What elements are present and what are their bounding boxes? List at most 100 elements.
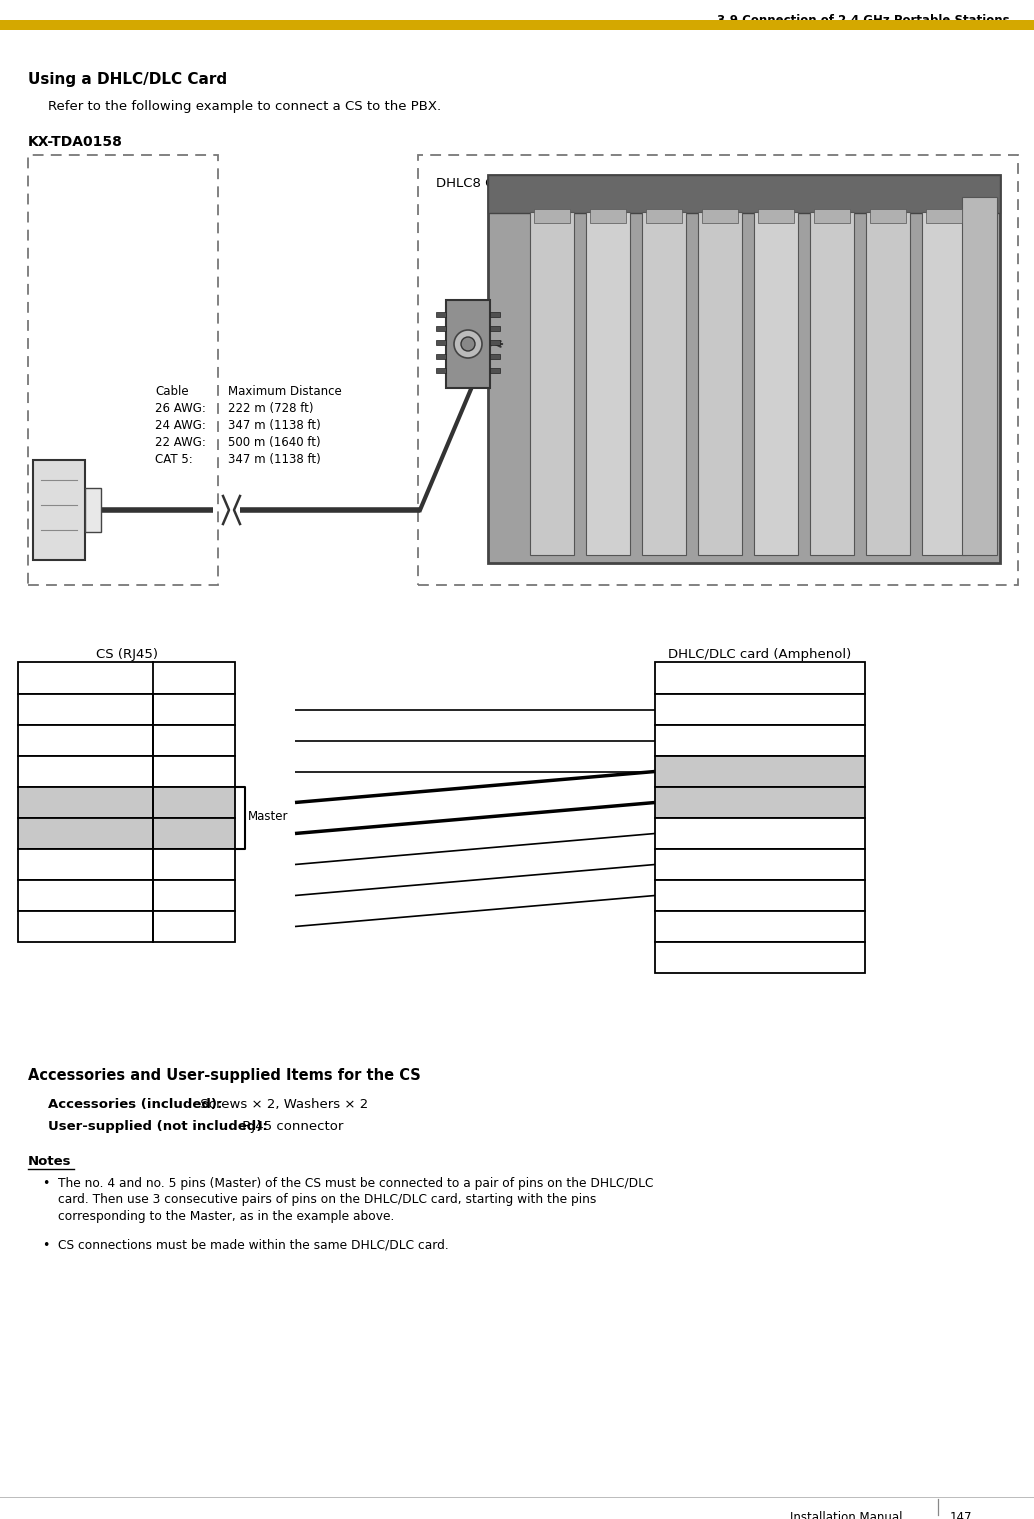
Text: -: - <box>84 889 88 901</box>
Text: User-supplied (not included):: User-supplied (not included): <box>48 1120 268 1133</box>
Text: 6: 6 <box>190 857 197 870</box>
Text: D2E: D2E <box>748 919 772 933</box>
Text: 1: 1 <box>190 702 197 715</box>
Bar <box>18 756 153 787</box>
Text: 2: 2 <box>190 734 197 746</box>
Bar <box>655 756 865 787</box>
Bar <box>534 210 570 223</box>
Text: D2A: D2A <box>71 826 100 838</box>
Text: DHLC/DLC card (Amphenol): DHLC/DLC card (Amphenol) <box>668 649 852 661</box>
Bar <box>18 694 153 725</box>
Text: 3: 3 <box>190 764 197 778</box>
Text: Accessories and User-supplied Items for the CS: Accessories and User-supplied Items for … <box>28 1068 421 1083</box>
Bar <box>153 694 235 725</box>
Bar <box>18 725 153 756</box>
Bar <box>866 213 910 554</box>
Bar <box>655 880 865 911</box>
Bar <box>926 210 962 223</box>
Text: •: • <box>42 1238 50 1252</box>
Bar <box>153 849 235 880</box>
Text: 500 m (1640 ft): 500 m (1640 ft) <box>229 436 321 450</box>
Bar <box>702 210 738 223</box>
Text: Maximum Distance: Maximum Distance <box>229 384 342 398</box>
Text: 222 m (728 ft): 222 m (728 ft) <box>229 403 313 415</box>
Text: D1B: D1B <box>72 764 98 778</box>
Text: 347 m (1138 ft): 347 m (1138 ft) <box>229 453 321 466</box>
Bar <box>490 340 500 345</box>
Text: Notes: Notes <box>28 1154 71 1168</box>
Text: CS connections must be made within the same DHLC/DLC card.: CS connections must be made within the s… <box>58 1238 449 1252</box>
Bar <box>655 725 865 756</box>
Bar <box>655 911 865 942</box>
Text: DHLC8 Card: DHLC8 Card <box>436 178 516 190</box>
Text: :: : <box>758 700 762 715</box>
Text: -: - <box>84 919 88 933</box>
Text: CS (RJ45): CS (RJ45) <box>95 649 157 661</box>
Bar <box>646 210 682 223</box>
Bar <box>436 340 446 345</box>
Bar <box>153 911 235 942</box>
Bar <box>758 210 794 223</box>
Bar <box>530 213 574 554</box>
Bar <box>655 819 865 849</box>
Text: 3.9 Connection of 2.4 GHz Portable Stations: 3.9 Connection of 2.4 GHz Portable Stati… <box>718 14 1010 27</box>
Bar <box>488 175 1000 564</box>
Text: D2B: D2B <box>72 857 98 870</box>
Bar <box>33 460 85 561</box>
Bar <box>586 213 630 554</box>
Bar <box>490 327 500 331</box>
Text: 4: 4 <box>189 794 199 808</box>
Text: Installation Manual: Installation Manual <box>790 1511 903 1519</box>
Bar <box>810 213 854 554</box>
Bar <box>490 368 500 374</box>
Bar <box>490 311 500 317</box>
Bar <box>436 311 446 317</box>
Text: D1C: D1C <box>746 764 774 778</box>
Bar <box>922 213 966 554</box>
Text: Accessories (included):: Accessories (included): <box>48 1098 222 1110</box>
Bar <box>18 849 153 880</box>
Text: Cable: Cable <box>155 384 188 398</box>
Bar <box>642 213 686 554</box>
Bar <box>18 787 153 819</box>
Text: 8: 8 <box>190 919 197 933</box>
Bar <box>446 299 490 387</box>
Text: D1D: D1D <box>747 826 773 838</box>
Bar <box>488 175 1000 213</box>
Circle shape <box>461 337 475 351</box>
Bar <box>436 368 446 374</box>
Bar <box>18 911 153 942</box>
Text: D1E: D1E <box>748 889 772 901</box>
Bar <box>153 756 235 787</box>
Text: Signal Name: Signal Name <box>723 670 797 684</box>
Bar <box>153 725 235 756</box>
Bar <box>0 20 1034 30</box>
Bar <box>418 155 1018 585</box>
Bar <box>655 942 865 974</box>
Bar <box>962 197 997 554</box>
Bar <box>436 327 446 331</box>
Text: CAT 5:: CAT 5: <box>155 453 192 466</box>
Bar <box>490 354 500 358</box>
Bar <box>18 880 153 911</box>
Text: D2D: D2D <box>747 857 773 870</box>
Bar <box>18 662 235 694</box>
Text: corresponding to the Master, as in the example above.: corresponding to the Master, as in the e… <box>58 1211 394 1223</box>
Text: The no. 4 and no. 5 pins (Master) of the CS must be connected to a pair of pins : The no. 4 and no. 5 pins (Master) of the… <box>58 1177 653 1189</box>
Bar <box>436 354 446 358</box>
Bar <box>655 694 865 725</box>
Text: Master: Master <box>248 811 288 823</box>
Bar <box>655 849 865 880</box>
Bar <box>870 210 906 223</box>
Text: 7: 7 <box>190 889 197 901</box>
Bar <box>655 787 865 819</box>
Text: :: : <box>758 949 762 965</box>
Text: •: • <box>42 1177 50 1189</box>
Bar <box>85 488 101 532</box>
Text: D1A: D1A <box>71 794 100 808</box>
Text: Refer to the following example to connect a CS to the PBX.: Refer to the following example to connec… <box>48 100 442 112</box>
Text: 26 AWG:: 26 AWG: <box>155 403 206 415</box>
Bar <box>153 880 235 911</box>
Text: 22 AWG:: 22 AWG: <box>155 436 206 450</box>
Bar <box>590 210 626 223</box>
